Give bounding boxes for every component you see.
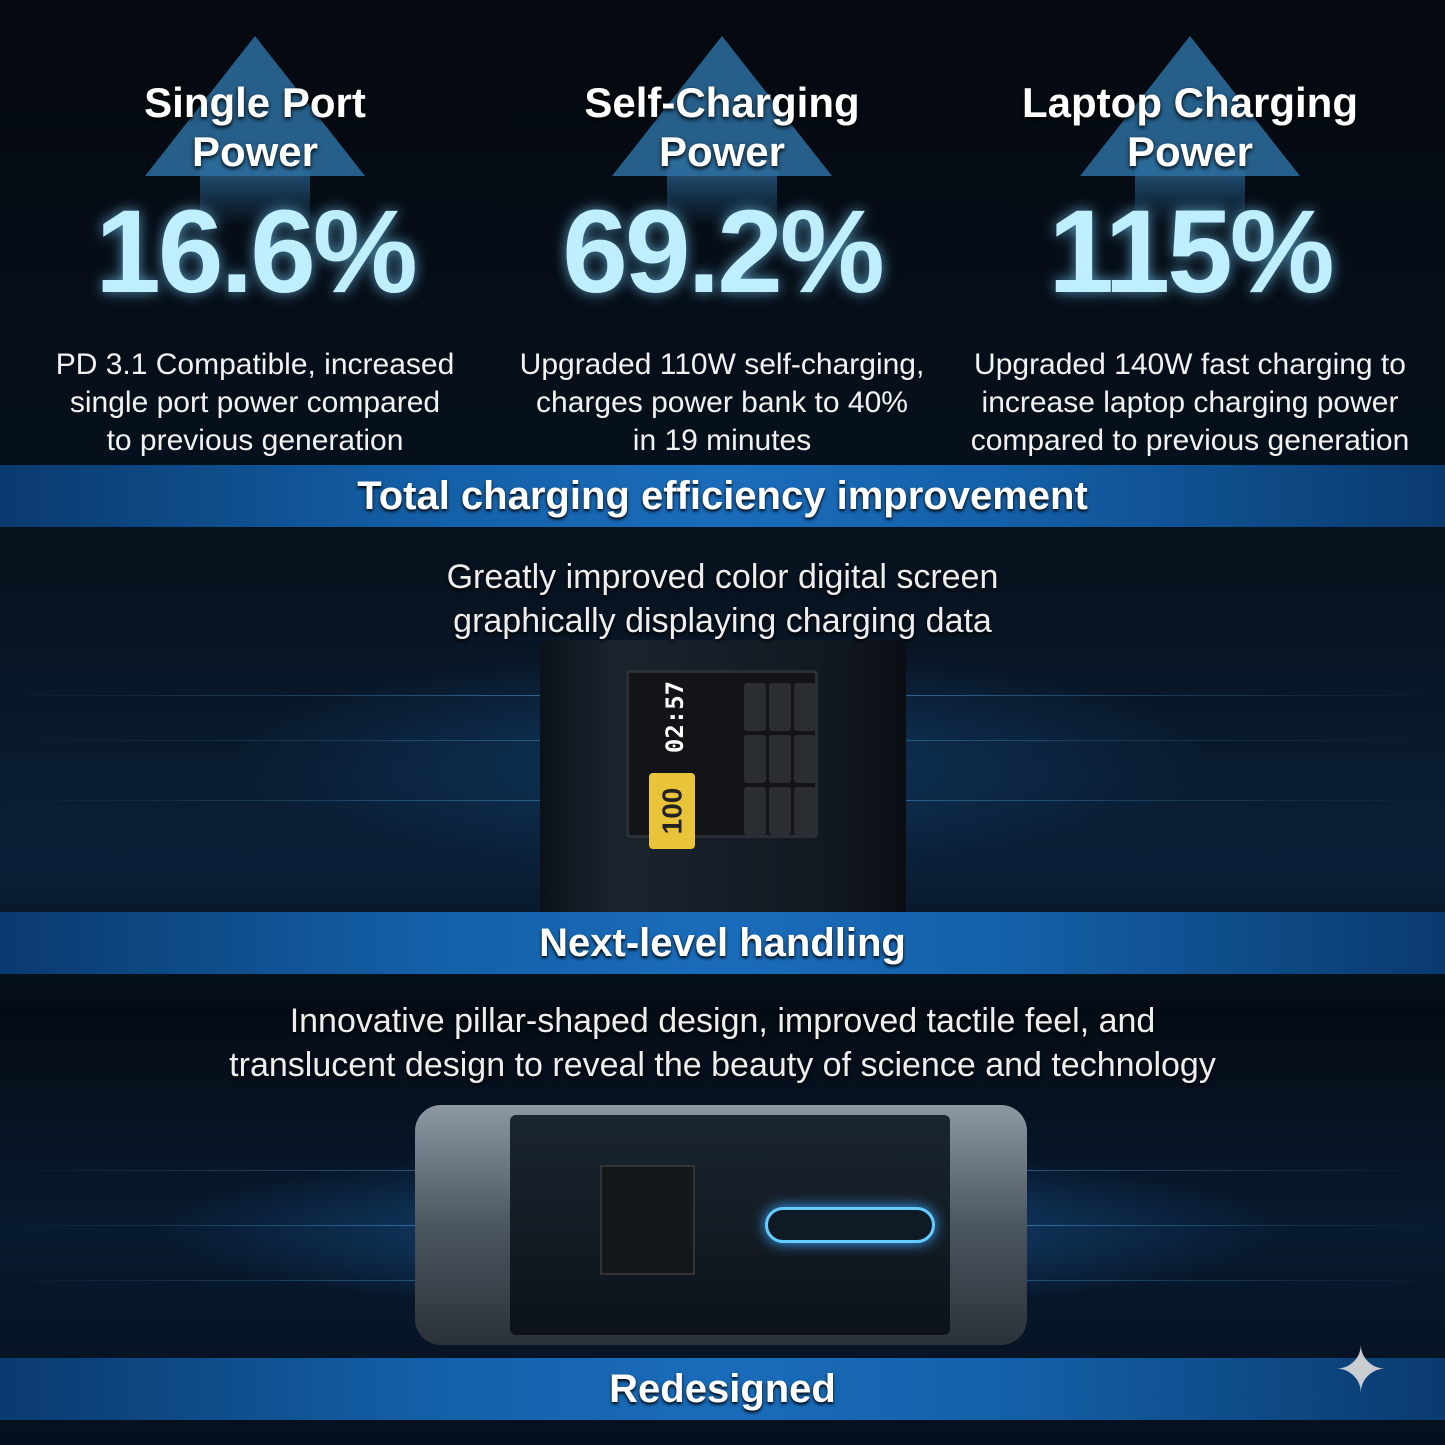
stat-single-port: Single Port Power 16.6% PD 3.1 Compatible… (15, 0, 495, 460)
desc-line: Innovative pillar-shaped design, improve… (289, 1002, 1156, 1040)
stat-value: 16.6% (95, 186, 418, 318)
digital-screen: 02:57 100 (626, 670, 818, 849)
title-line: Self-Charging (584, 79, 860, 126)
desc-line: single port power compared (69, 386, 441, 419)
stat-self-charging: Self-Charging Power 69.2% Upgraded 110W s… (482, 0, 962, 460)
desc-line: in 19 minutes (632, 424, 812, 457)
screen-cell (794, 787, 816, 835)
desc-line: Greatly improved color digital screen (446, 558, 999, 596)
power-bank-screen-closeup: 02:57 100 (540, 640, 906, 912)
screen-description: Greatly improved color digital screen gra… (0, 555, 1445, 643)
stat-title: Self-Charging Power (482, 0, 962, 176)
title-line: Power (1126, 128, 1254, 175)
battery-cell-glow (765, 1207, 935, 1243)
stat-value: 115% (1048, 186, 1334, 318)
desc-line: Upgraded 140W fast charging to (974, 348, 1406, 381)
power-bank-product (415, 1105, 1027, 1345)
stat-title: Laptop Charging Power (950, 0, 1430, 176)
stat-description: Upgraded 140W fast charging to increase l… (950, 346, 1430, 460)
desc-line: charges power bank to 40% (536, 386, 908, 419)
banner-efficiency: Total charging efficiency improvement (0, 465, 1445, 527)
handling-description: Innovative pillar-shaped design, improve… (0, 999, 1445, 1087)
screen-battery: 100 (649, 773, 695, 849)
desc-line: graphically displaying charging data (453, 602, 992, 640)
screen-time: 02:57 (661, 680, 690, 754)
desc-line: to previous generation (106, 424, 404, 457)
title-line: Power (658, 128, 786, 175)
up-arrow-icon (612, 36, 832, 226)
screen-cell (794, 683, 816, 731)
desc-line: Upgraded 110W self-charging, (519, 348, 925, 381)
up-arrow-icon (145, 36, 365, 226)
title-line: Laptop Charging (1022, 79, 1358, 126)
banner-redesigned: Redesigned (0, 1358, 1445, 1420)
screen-cell (744, 735, 766, 783)
up-arrow-icon (1080, 36, 1300, 226)
screen-cell (744, 787, 766, 835)
banner-handling: Next-level handling (0, 912, 1445, 974)
title-line: Power (191, 128, 319, 175)
desc-line: PD 3.1 Compatible, increased (55, 348, 455, 381)
screen-cell (744, 683, 766, 731)
screen-cell (769, 735, 791, 783)
desc-line: increase laptop charging power (981, 386, 1399, 419)
sparkle-icon: ✦ (1334, 1334, 1388, 1406)
screen-cell (769, 787, 791, 835)
battery-value: 100 (656, 787, 687, 835)
desc-line: translucent design to reveal the beauty … (229, 1046, 1216, 1084)
stat-title: Single Port Power (15, 0, 495, 176)
desc-line: compared to previous generation (970, 424, 1410, 457)
stat-value: 69.2% (562, 186, 885, 318)
translucent-body (510, 1115, 950, 1335)
stat-description: PD 3.1 Compatible, increased single port … (15, 346, 495, 460)
title-line: Single Port (144, 79, 366, 126)
screen-cell (794, 735, 816, 783)
stat-laptop-charging: Laptop Charging Power 115% Upgraded 140W … (950, 0, 1430, 460)
stat-description: Upgraded 110W self-charging, charges powe… (482, 346, 962, 460)
mini-screen (600, 1165, 695, 1275)
screen-cell (769, 683, 791, 731)
